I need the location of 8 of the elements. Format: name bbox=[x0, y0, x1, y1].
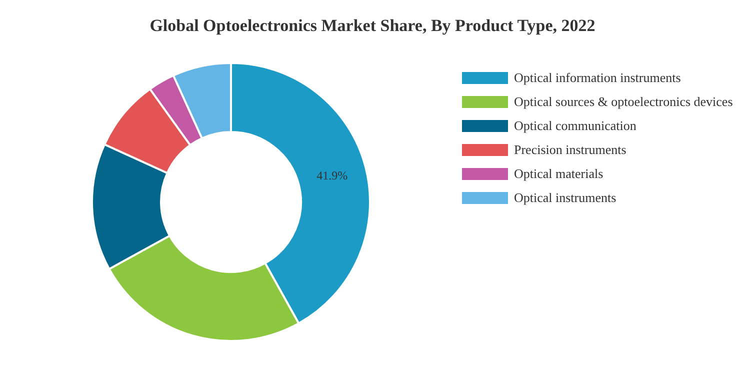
legend-label: Precision instruments bbox=[514, 142, 626, 158]
legend-label: Optical sources & optoelectronics devices bbox=[514, 94, 733, 110]
chart-title: Global Optoelectronics Market Share, By Product Type, 2022 bbox=[148, 16, 596, 36]
legend-label: Optical information instruments bbox=[514, 70, 681, 86]
legend-label: Optical instruments bbox=[514, 190, 616, 206]
data-label: 41.9% bbox=[316, 168, 348, 183]
legend-label: Optical communication bbox=[514, 118, 636, 134]
legend-label: Optical materials bbox=[514, 166, 604, 182]
